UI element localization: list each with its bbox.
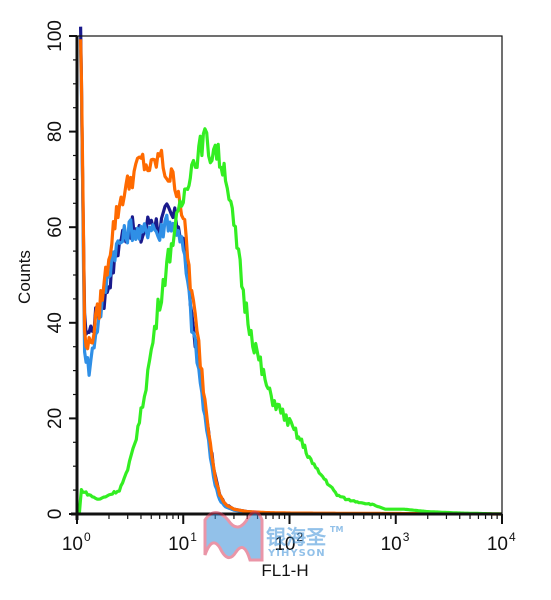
x-axis-label: FL1-H — [261, 561, 308, 580]
y-axis-label: Counts — [15, 250, 34, 304]
x-tick-label-3: 10 — [381, 534, 402, 555]
watermark-chinese: 银海圣 — [266, 525, 327, 549]
watermark-latin: YIHYSON — [267, 548, 326, 559]
watermark-logo-icon — [203, 510, 264, 562]
plot-frame — [76, 35, 503, 515]
y-tick-label-100: 100 — [45, 20, 66, 52]
x-tick-exponent-0: 0 — [84, 530, 91, 544]
series-line-4 — [77, 127, 502, 516]
y-tick-label-40: 40 — [45, 312, 66, 333]
watermark-tm: TM — [330, 525, 343, 534]
y-tick-label-0: 0 — [45, 509, 66, 520]
plot-layer — [77, 26, 502, 516]
x-tick-exponent-1: 1 — [190, 530, 197, 544]
y-tick-label-60: 60 — [45, 217, 66, 238]
x-tick-exponent-4: 4 — [509, 530, 516, 544]
x-tick-label-4: 10 — [487, 534, 508, 555]
x-tick-exponent-3: 3 — [403, 530, 410, 544]
x-tick-exponent-2: 2 — [297, 530, 304, 544]
x-tick-label-2: 10 — [274, 534, 295, 555]
y-tick-label-20: 20 — [45, 408, 66, 429]
watermark-logo: 银海圣 TM YIHYSON — [203, 510, 343, 562]
x-tick-label-1: 10 — [168, 534, 189, 555]
x-tick-label-0: 10 — [62, 534, 83, 555]
y-tick-label-80: 80 — [45, 121, 66, 142]
series-line-3 — [79, 39, 502, 516]
